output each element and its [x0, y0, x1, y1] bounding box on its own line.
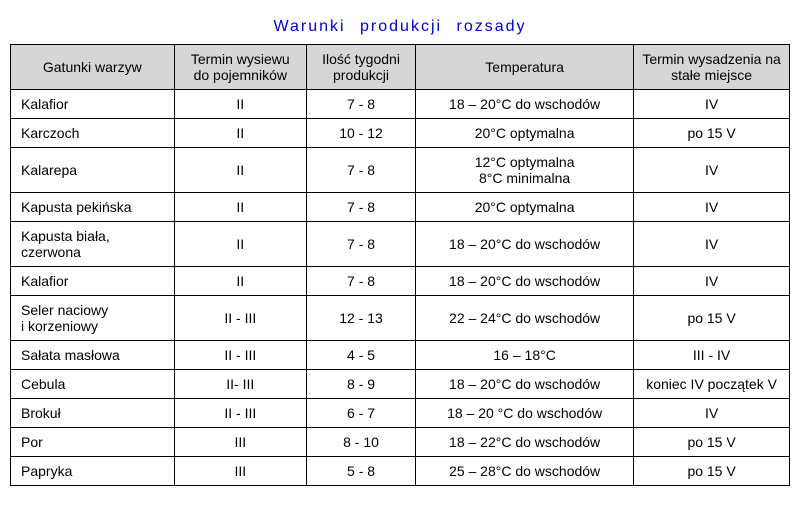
out-cell: IV: [634, 90, 790, 119]
weeks-cell: 7 - 8: [307, 193, 416, 222]
out-cell: po 15 V: [634, 119, 790, 148]
out-cell: po 15 V: [634, 457, 790, 486]
table-row: KalafiorII7 - 818 – 20°C do wschodówIV: [11, 90, 790, 119]
sow-cell: II: [174, 222, 306, 267]
temp-cell: 16 – 18°C: [416, 341, 634, 370]
name-cell: Kalarepa: [11, 148, 175, 193]
table-row: Kapusta pekińskaII7 - 820°C optymalnaIV: [11, 193, 790, 222]
table-head: Gatunki warzywTermin wysiewu do pojemnik…: [11, 45, 790, 90]
weeks-cell: 12 - 13: [307, 296, 416, 341]
out-cell: IV: [634, 193, 790, 222]
name-cell: Seler naciowyi korzeniowy: [11, 296, 175, 341]
out-cell: IV: [634, 222, 790, 267]
temp-cell: 18 – 20 °C do wschodów: [416, 399, 634, 428]
table-row: PorIII8 - 1018 – 22°C do wschodówpo 15 V: [11, 428, 790, 457]
col-header: Gatunki warzyw: [11, 45, 175, 90]
sow-cell: II - III: [174, 296, 306, 341]
sow-cell: II: [174, 193, 306, 222]
temp-cell: 20°C optymalna: [416, 119, 634, 148]
weeks-cell: 4 - 5: [307, 341, 416, 370]
table-row: PaprykaIII5 - 825 – 28°C do wschodówpo 1…: [11, 457, 790, 486]
production-table: Gatunki warzywTermin wysiewu do pojemnik…: [10, 44, 790, 486]
temp-cell: 22 – 24°C do wschodów: [416, 296, 634, 341]
table-body: KalafiorII7 - 818 – 20°C do wschodówIVKa…: [11, 90, 790, 486]
temp-cell: 18 – 20°C do wschodów: [416, 370, 634, 399]
out-cell: po 15 V: [634, 296, 790, 341]
table-row: BrokułII - III6 - 718 – 20 °C do wschodó…: [11, 399, 790, 428]
weeks-cell: 5 - 8: [307, 457, 416, 486]
name-cell: Cebula: [11, 370, 175, 399]
table-row: CebulaII- III8 - 918 – 20°C do wschodówk…: [11, 370, 790, 399]
weeks-cell: 7 - 8: [307, 90, 416, 119]
out-cell: po 15 V: [634, 428, 790, 457]
sow-cell: II - III: [174, 399, 306, 428]
out-cell: IV: [634, 399, 790, 428]
sow-cell: II- III: [174, 370, 306, 399]
weeks-cell: 8 - 10: [307, 428, 416, 457]
table-row: Sałata masłowaII - III4 - 516 – 18°CIII …: [11, 341, 790, 370]
out-cell: IV: [634, 267, 790, 296]
name-cell: Kalafior: [11, 267, 175, 296]
name-cell: Karczoch: [11, 119, 175, 148]
temp-cell: 18 – 20°C do wschodów: [416, 267, 634, 296]
weeks-cell: 7 - 8: [307, 267, 416, 296]
table-row: KarczochII10 - 1220°C optymalnapo 15 V: [11, 119, 790, 148]
temp-cell: 18 – 20°C do wschodów: [416, 222, 634, 267]
table-row: Seler naciowyi korzeniowyII - III12 - 13…: [11, 296, 790, 341]
name-cell: Kapusta biała,czerwona: [11, 222, 175, 267]
weeks-cell: 7 - 8: [307, 148, 416, 193]
name-cell: Papryka: [11, 457, 175, 486]
page-title: Warunki produkcji rozsady: [10, 10, 790, 44]
col-header: Termin wysadzenia na stałe miejsce: [634, 45, 790, 90]
name-cell: Kapusta pekińska: [11, 193, 175, 222]
sow-cell: III: [174, 457, 306, 486]
sow-cell: II: [174, 119, 306, 148]
sow-cell: II: [174, 90, 306, 119]
weeks-cell: 6 - 7: [307, 399, 416, 428]
temp-cell: 20°C optymalna: [416, 193, 634, 222]
weeks-cell: 10 - 12: [307, 119, 416, 148]
out-cell: IV: [634, 148, 790, 193]
sow-cell: II - III: [174, 341, 306, 370]
out-cell: koniec IV początek V: [634, 370, 790, 399]
temp-cell: 18 – 22°C do wschodów: [416, 428, 634, 457]
sow-cell: III: [174, 428, 306, 457]
table-row: KalafiorII7 - 818 – 20°C do wschodówIV: [11, 267, 790, 296]
weeks-cell: 8 - 9: [307, 370, 416, 399]
name-cell: Sałata masłowa: [11, 341, 175, 370]
table-row: Kapusta biała,czerwonaII7 - 818 – 20°C d…: [11, 222, 790, 267]
col-header: Ilość tygodni produkcji: [307, 45, 416, 90]
temp-cell: 18 – 20°C do wschodów: [416, 90, 634, 119]
temp-cell: 25 – 28°C do wschodów: [416, 457, 634, 486]
temp-cell: 12°C optymalna8°C minimalna: [416, 148, 634, 193]
table-row: KalarepaII7 - 812°C optymalna8°C minimal…: [11, 148, 790, 193]
name-cell: Por: [11, 428, 175, 457]
out-cell: III - IV: [634, 341, 790, 370]
name-cell: Brokuł: [11, 399, 175, 428]
name-cell: Kalafior: [11, 90, 175, 119]
col-header: Termin wysiewu do pojemników: [174, 45, 306, 90]
col-header: Temperatura: [416, 45, 634, 90]
sow-cell: II: [174, 148, 306, 193]
weeks-cell: 7 - 8: [307, 222, 416, 267]
sow-cell: II: [174, 267, 306, 296]
